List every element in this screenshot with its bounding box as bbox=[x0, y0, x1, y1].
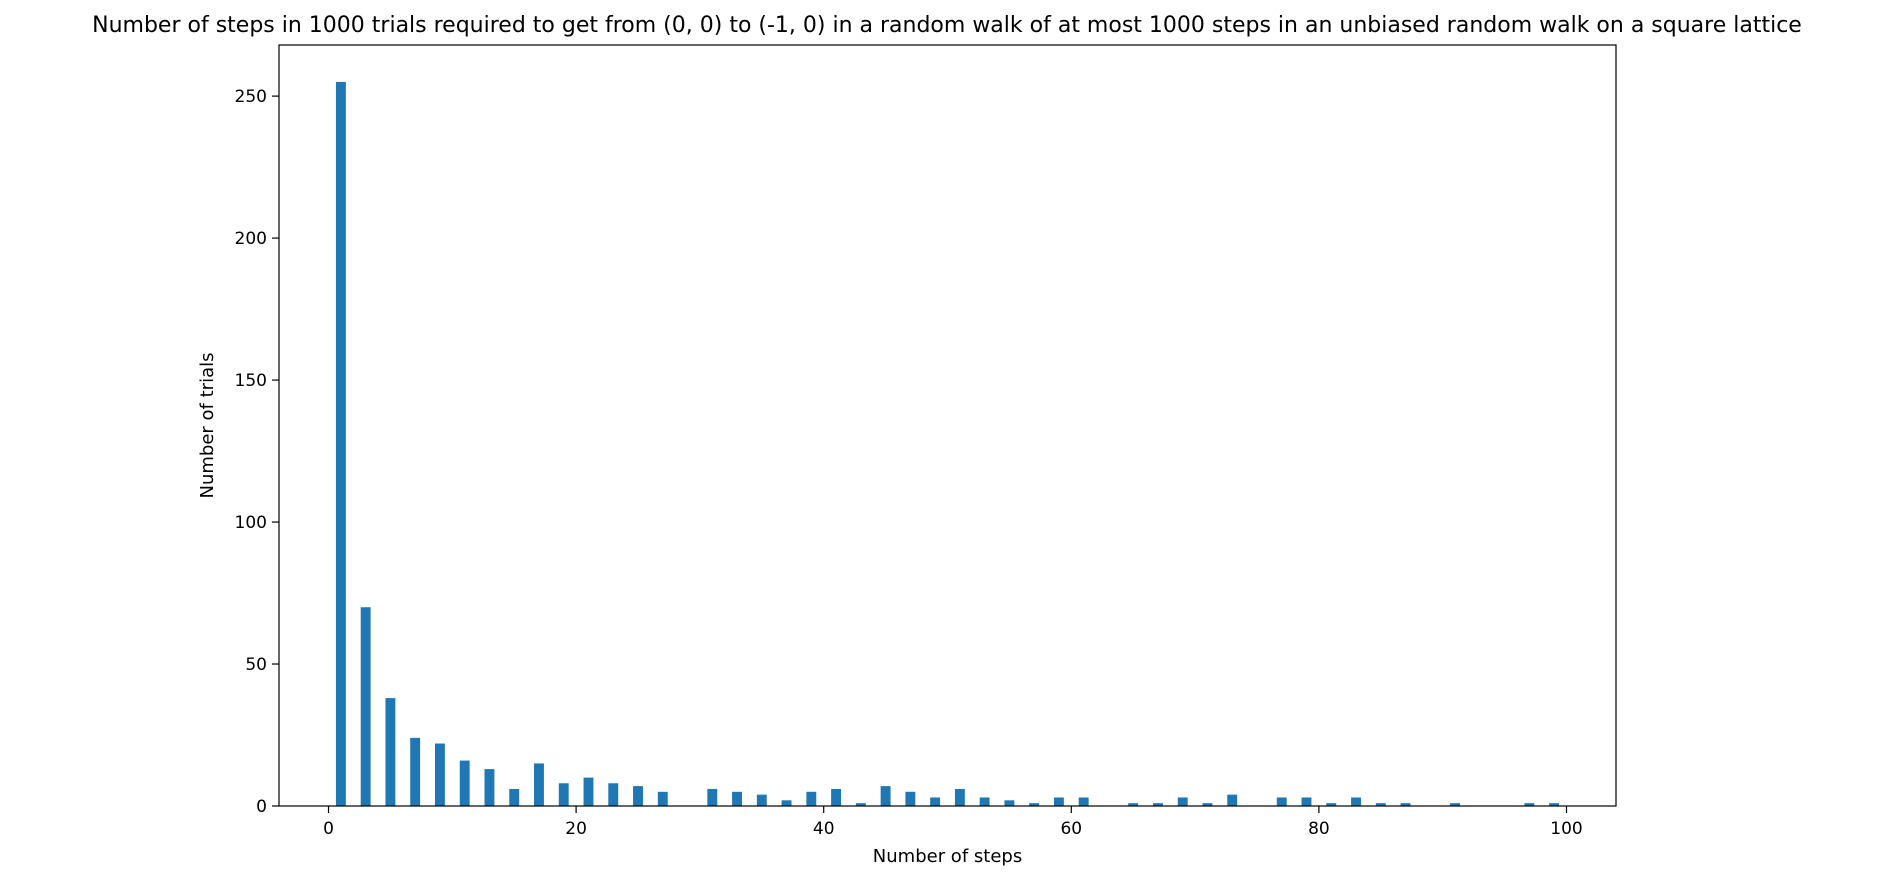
bar-1 bbox=[335, 81, 346, 806]
bar-19 bbox=[558, 783, 569, 806]
bar-49 bbox=[930, 797, 941, 806]
bar-45 bbox=[880, 786, 891, 806]
x-tick-label-40: 40 bbox=[813, 819, 835, 839]
bar-67 bbox=[1153, 803, 1163, 806]
bar-55 bbox=[1004, 800, 1015, 806]
bar-73 bbox=[1227, 794, 1238, 806]
y-tick-label-0: 0 bbox=[256, 797, 267, 817]
x-axis-ticks: 0 20 40 60 80 100 bbox=[323, 806, 1583, 839]
y-axis-ticks: 0 50 100 150 200 250 bbox=[235, 87, 279, 817]
bar-15 bbox=[509, 788, 520, 806]
bar-69 bbox=[1177, 797, 1188, 806]
bar-65 bbox=[1128, 803, 1139, 806]
bar-37 bbox=[781, 800, 792, 806]
chart-title: Number of steps in 1000 trials required … bbox=[92, 13, 1802, 38]
bar-35 bbox=[756, 794, 767, 806]
bar-57 bbox=[1029, 803, 1040, 806]
bar-13 bbox=[484, 769, 495, 806]
bar-51 bbox=[954, 788, 965, 806]
bar-47 bbox=[905, 791, 916, 806]
bar-31 bbox=[707, 788, 718, 806]
bars-group bbox=[335, 81, 1560, 806]
x-axis-label: Number of steps bbox=[873, 846, 1022, 867]
bar-53 bbox=[979, 797, 990, 806]
bar-21 bbox=[583, 777, 594, 806]
bar-81 bbox=[1326, 803, 1337, 806]
bar-27 bbox=[657, 791, 668, 806]
bar-59 bbox=[1053, 797, 1064, 806]
bar-25 bbox=[633, 786, 643, 806]
bar-87 bbox=[1400, 803, 1411, 806]
bar-9 bbox=[434, 743, 445, 806]
y-axis-label: Number of trials bbox=[197, 353, 218, 499]
bar-17 bbox=[534, 763, 544, 806]
bar-41 bbox=[831, 788, 842, 806]
bar-61 bbox=[1078, 797, 1089, 806]
bar-77 bbox=[1276, 797, 1287, 806]
bar-71 bbox=[1202, 803, 1213, 806]
bar-39 bbox=[806, 791, 817, 806]
bar-5 bbox=[385, 698, 396, 806]
bar-23 bbox=[608, 783, 619, 806]
bar-7 bbox=[410, 737, 421, 806]
y-tick-label-200: 200 bbox=[235, 229, 267, 249]
bar-99 bbox=[1549, 803, 1560, 806]
bar-91 bbox=[1450, 803, 1461, 806]
bar-83 bbox=[1351, 797, 1361, 806]
x-tick-label-20: 20 bbox=[565, 819, 587, 839]
bar-97 bbox=[1524, 803, 1535, 806]
y-tick-label-50: 50 bbox=[245, 655, 267, 675]
bar-85 bbox=[1375, 803, 1386, 806]
bar-11 bbox=[459, 760, 470, 806]
y-tick-label-100: 100 bbox=[235, 513, 267, 533]
x-tick-label-0: 0 bbox=[323, 819, 334, 839]
bar-3 bbox=[360, 607, 371, 806]
x-tick-label-80: 80 bbox=[1308, 819, 1330, 839]
x-tick-label-60: 60 bbox=[1060, 819, 1082, 839]
bar-79 bbox=[1301, 797, 1312, 806]
bar-43 bbox=[855, 803, 866, 806]
y-tick-label-250: 250 bbox=[235, 87, 267, 107]
bar-33 bbox=[732, 791, 742, 806]
y-tick-label-150: 150 bbox=[235, 371, 267, 391]
x-tick-label-100: 100 bbox=[1550, 819, 1582, 839]
plot-frame bbox=[278, 44, 1617, 807]
